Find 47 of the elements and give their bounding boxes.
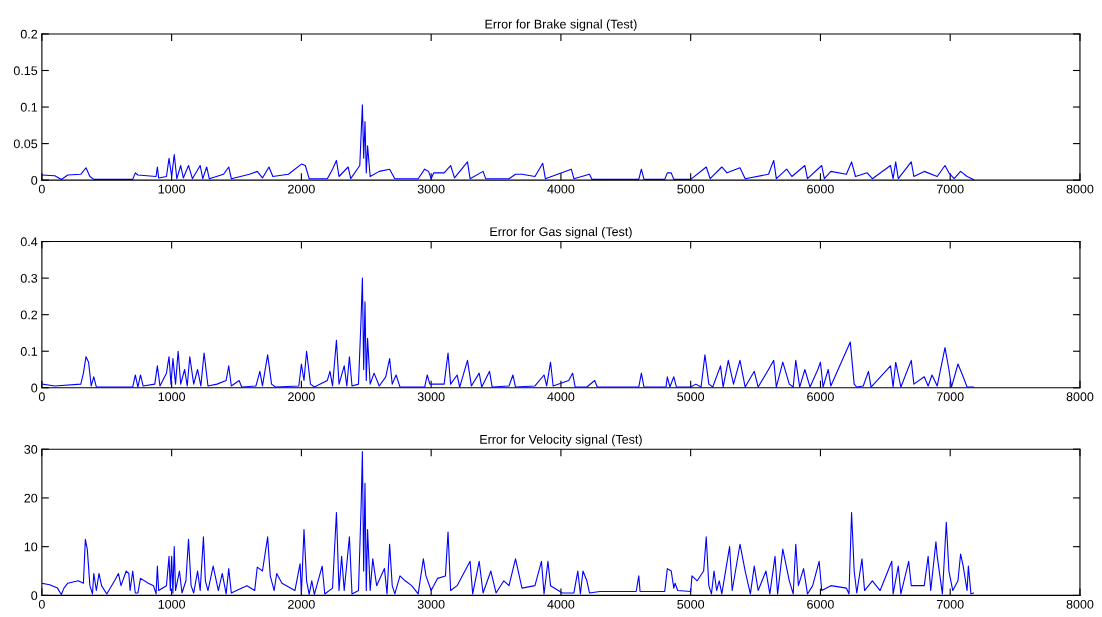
x-tick-label: 1000 [158,599,186,609]
x-tick-label: 7000 [936,184,964,194]
x-tick-label: 6000 [807,184,834,194]
y-tick-label: 0.4 [20,237,38,247]
y-tick-label: 0.3 [20,273,38,283]
x-tick-label: 8000 [1066,599,1094,609]
y-tick-label: 0.2 [20,29,38,39]
y-tick-label: 10 [24,542,38,552]
y-tick-label: 0.2 [20,310,38,320]
x-tick-label: 6000 [807,392,834,402]
x-tick-label: 5000 [677,599,705,609]
x-tick-label: 4000 [547,184,575,194]
x-tick-label: 2000 [288,392,315,402]
x-tick-label: 6000 [807,599,834,609]
x-tick-label: 4000 [547,392,575,402]
x-tick-label: 0 [38,392,45,402]
x-tick-label: 5000 [677,184,705,194]
x-tick-label: 8000 [1066,392,1094,402]
x-tick-label: 3000 [417,599,445,609]
x-tick-label: 4000 [547,599,575,609]
y-tick-label: 0.15 [13,66,38,76]
y-tick-label: 20 [24,493,38,503]
line-series [41,277,975,388]
x-tick-label: 2000 [288,599,315,609]
y-tick-label: 0 [31,383,38,393]
x-tick-label: 5000 [677,392,705,402]
y-tick-label: 0.1 [20,102,38,112]
y-tick-label: 0 [31,591,38,601]
y-tick-label: 0 [31,175,38,185]
x-tick-label: 7000 [936,392,964,402]
chart-title: Error for Velocity signal (Test) [480,434,642,447]
line-series [41,451,975,595]
line-series [41,104,975,180]
x-tick-label: 2000 [288,184,315,194]
x-tick-label: 1000 [158,392,186,402]
y-tick-label: 30 [24,444,38,454]
y-tick-label: 0.1 [20,347,38,356]
x-tick-label: 0 [38,599,45,609]
x-tick-label: 7000 [936,599,964,609]
x-tick-label: 8000 [1066,184,1094,194]
x-tick-label: 3000 [417,184,445,194]
x-tick-label: 0 [38,184,45,194]
chart-title: Error for Gas signal (Test) [490,226,632,239]
x-tick-label: 3000 [417,392,445,402]
chart-title: Error for Brake signal (Test) [485,19,637,31]
x-tick-label: 1000 [158,184,186,194]
y-tick-label: 0.05 [13,139,38,149]
